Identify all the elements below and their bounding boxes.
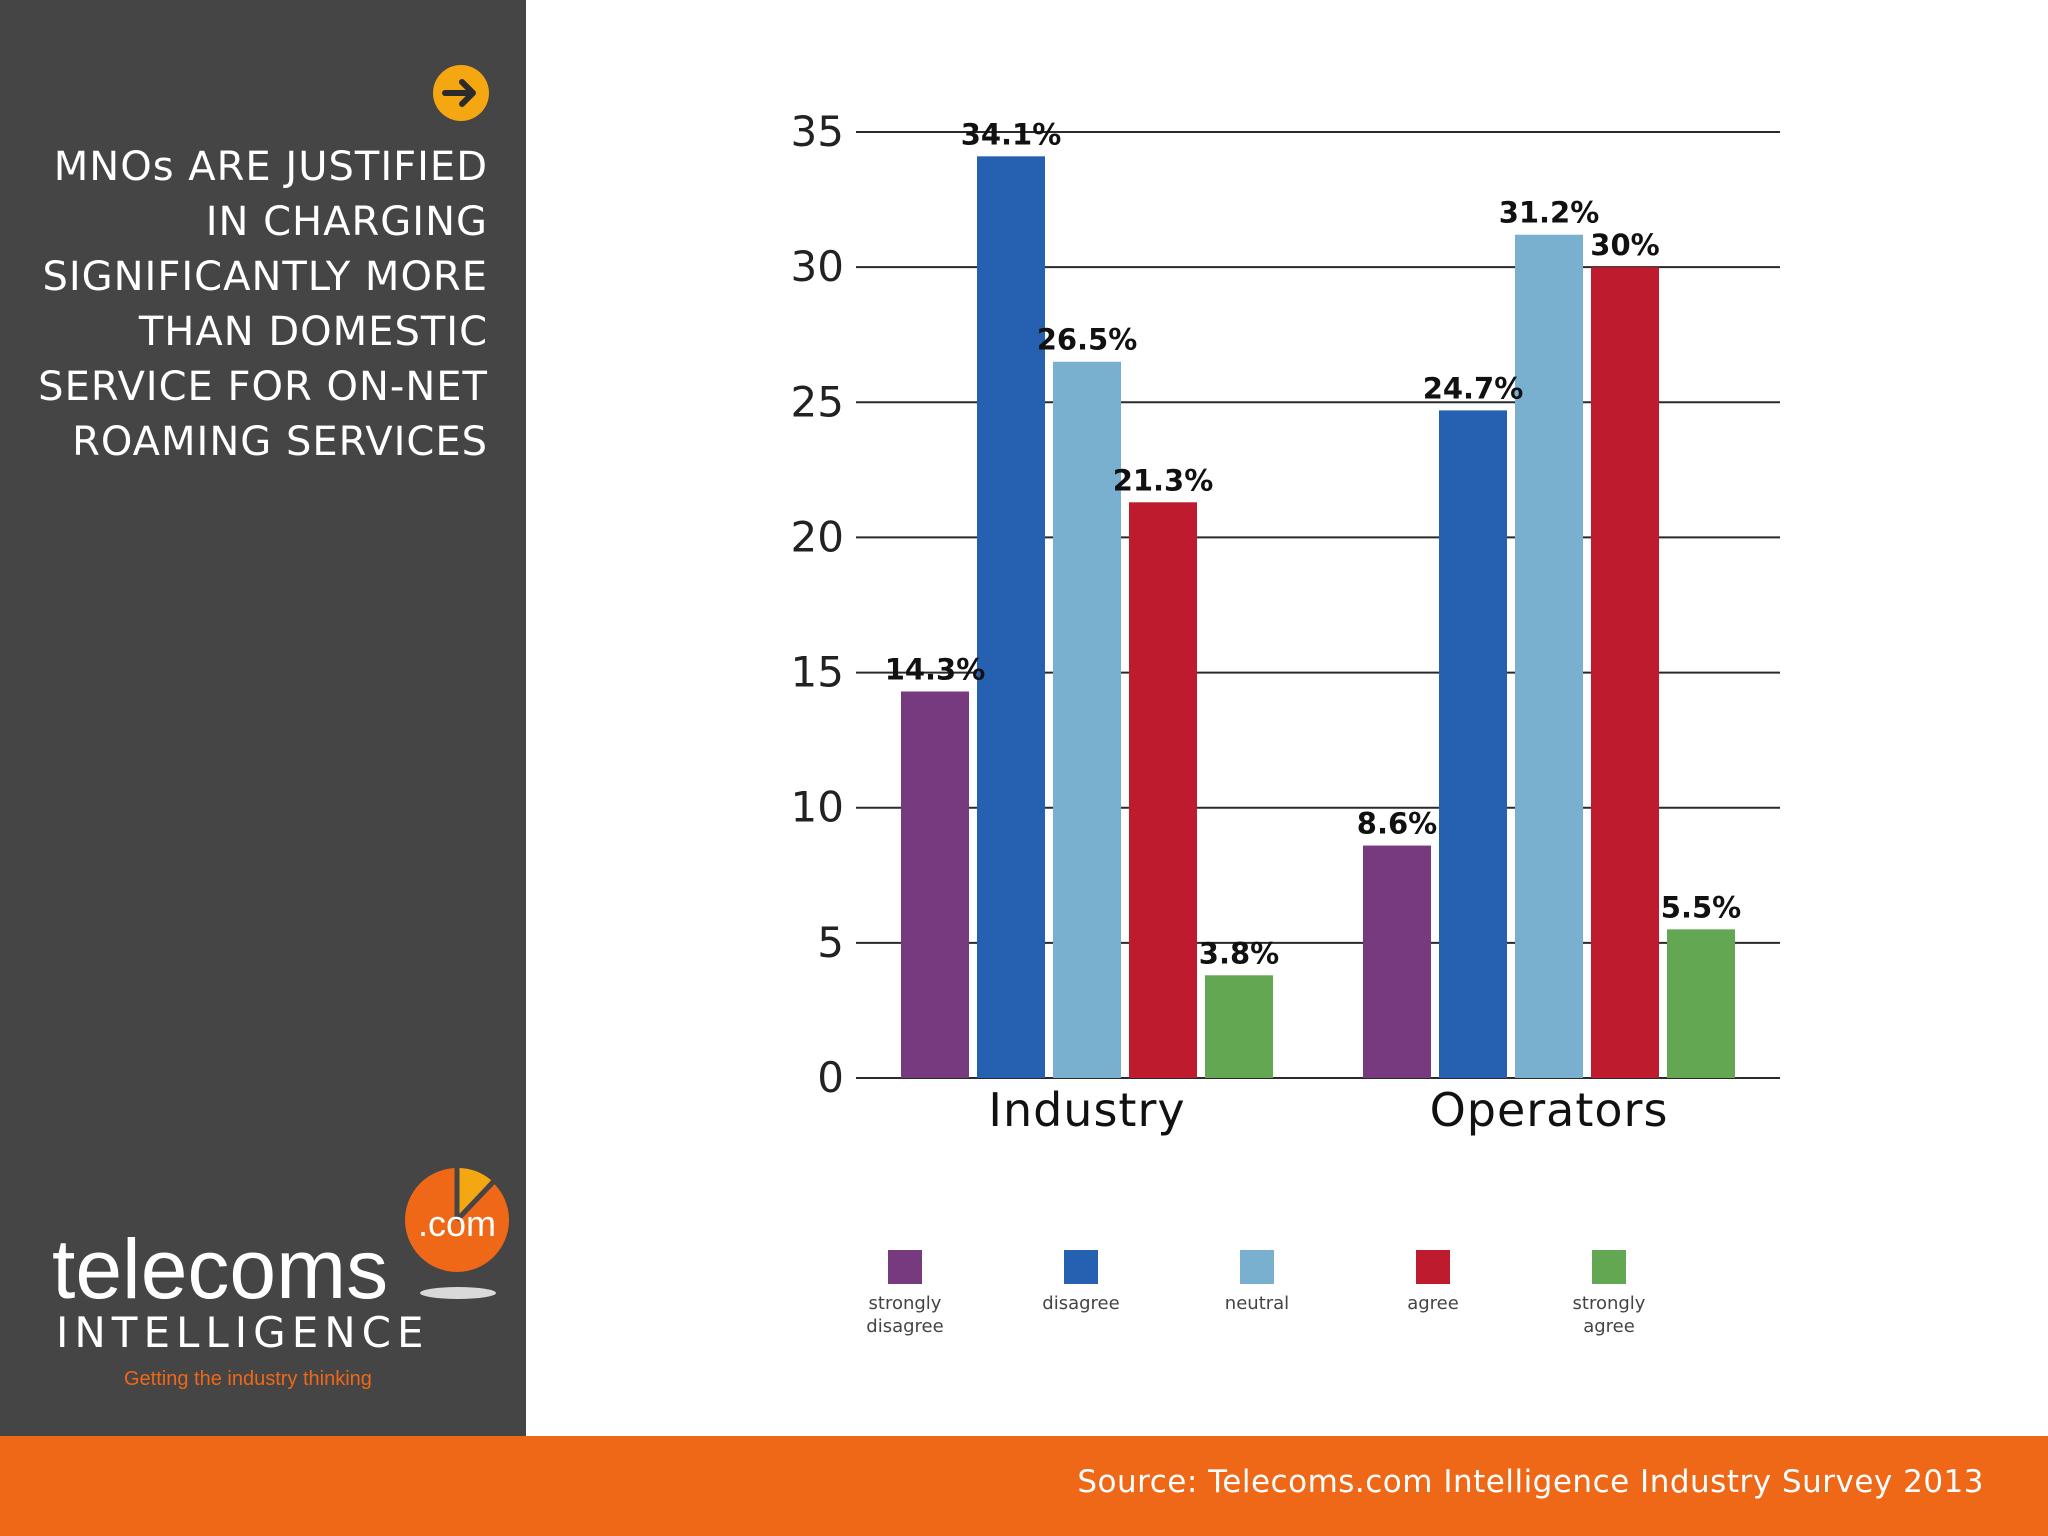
legend-item-strongly-disagree[interactable]: strongly disagree xyxy=(830,1250,980,1338)
bar-chart: 0 5 10 15 20 25 30 35 14.3% 34.1% 26.5% 21.3% 3.8% I… xyxy=(791,107,1780,1137)
data-label-industry-agree: 21.3% xyxy=(1113,463,1214,497)
data-label-operators-disagree: 24.7% xyxy=(1423,371,1524,405)
data-label-industry-strongly-agree: 3.8% xyxy=(1199,936,1279,970)
brand-dotcom: .com xyxy=(418,1203,496,1244)
legend-label: disagree xyxy=(1042,1293,1120,1314)
legend-swatch xyxy=(888,1250,922,1284)
legend-label: strongly disagree xyxy=(866,1293,944,1337)
x-category-label-operators: Operators xyxy=(1430,1083,1669,1137)
legend-item-neutral[interactable]: neutral xyxy=(1182,1250,1332,1315)
telecoms-intelligence-logo: .com telecoms INTELLIGENCE Getting the i… xyxy=(52,1164,509,1390)
legend-label: agree xyxy=(1407,1293,1459,1314)
bar-operators-disagree[interactable] xyxy=(1439,410,1507,1078)
y-tick-label-5: 5 xyxy=(817,918,844,967)
data-label-operators-neutral: 31.2% xyxy=(1499,196,1600,230)
bar-operators-strongly-agree[interactable] xyxy=(1667,929,1735,1078)
data-label-operators-strongly-agree: 5.5% xyxy=(1661,890,1741,924)
bar-industry-strongly-disagree[interactable] xyxy=(901,691,969,1078)
bar-operators-strongly-disagree[interactable] xyxy=(1363,845,1431,1078)
data-label-operators-agree: 30% xyxy=(1590,228,1659,262)
y-tick-label-25: 25 xyxy=(791,377,844,426)
y-tick-label-0: 0 xyxy=(817,1053,844,1102)
legend-swatch xyxy=(1064,1250,1098,1284)
data-label-industry-disagree: 34.1% xyxy=(961,117,1062,151)
chart-legend: strongly disagree disagree neutral agree str… xyxy=(866,1250,1770,1370)
bar-industry-disagree[interactable] xyxy=(977,156,1045,1079)
bar-operators-neutral[interactable] xyxy=(1515,234,1583,1079)
y-tick-label-30: 30 xyxy=(791,242,844,291)
page-title: MNOs ARE JUSTIFIED IN CHARGING SIGNIFICA… xyxy=(38,144,488,465)
y-tick-label-15: 15 xyxy=(791,648,844,697)
data-label-operators-strongly-disagree: 8.6% xyxy=(1357,807,1437,841)
source-text: Source: Telecoms.com Intelligence Indust… xyxy=(1077,1464,1984,1500)
legend-swatch xyxy=(1592,1250,1626,1284)
legend-swatch xyxy=(1240,1250,1274,1284)
legend-label: neutral xyxy=(1224,1293,1290,1314)
data-label-industry-neutral: 26.5% xyxy=(1037,323,1138,357)
legend-label: strongly agree xyxy=(1572,1293,1646,1337)
bar-operators-agree[interactable] xyxy=(1591,267,1659,1079)
legend-item-disagree[interactable]: disagree xyxy=(1006,1250,1156,1315)
y-tick-label-35: 35 xyxy=(791,107,844,156)
footer-bar: Source: Telecoms.com Intelligence Indust… xyxy=(0,1436,2048,1536)
arrow-right-icon[interactable] xyxy=(432,64,490,122)
legend-swatch xyxy=(1416,1250,1450,1284)
legend-item-strongly-agree[interactable]: strongly agree xyxy=(1534,1250,1684,1338)
legend-item-agree[interactable]: agree xyxy=(1358,1250,1508,1315)
bar-industry-strongly-agree[interactable] xyxy=(1205,975,1273,1078)
sidebar: MNOs ARE JUSTIFIED IN CHARGING SIGNIFICA… xyxy=(0,0,526,1436)
brand-tagline: Getting the industry thinking xyxy=(124,1368,372,1390)
brand-name: telecoms xyxy=(52,1222,388,1316)
brand-subtitle: INTELLIGENCE xyxy=(56,1308,430,1357)
y-tick-label-20: 20 xyxy=(791,512,844,561)
x-category-label-industry: Industry xyxy=(988,1083,1185,1137)
data-label-industry-strongly-disagree: 14.3% xyxy=(885,652,986,686)
bar-industry-neutral[interactable] xyxy=(1053,361,1121,1078)
bar-industry-agree[interactable] xyxy=(1129,502,1197,1078)
y-tick-label-10: 10 xyxy=(791,783,844,832)
